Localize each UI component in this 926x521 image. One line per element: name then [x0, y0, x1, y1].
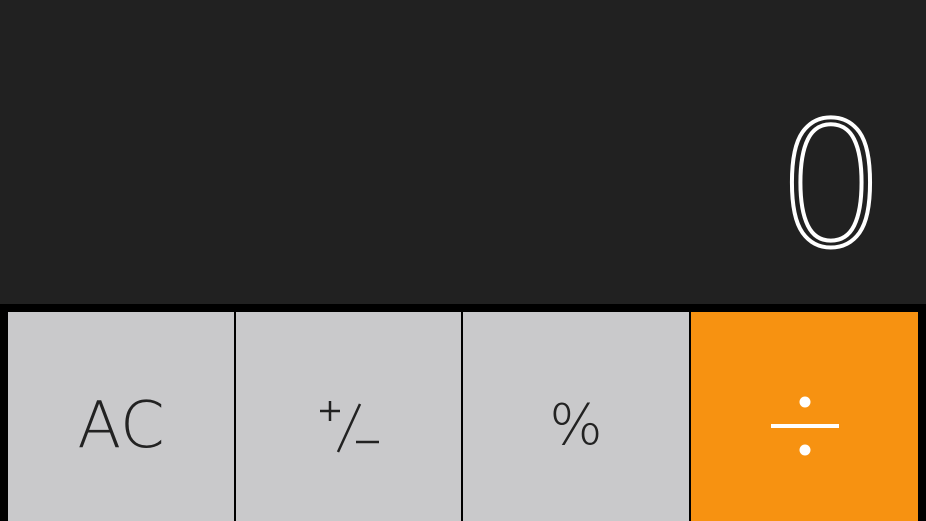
display-value: 0 [775, 85, 888, 286]
divide-button[interactable] [691, 312, 918, 521]
clear-button[interactable]: AC [8, 312, 234, 521]
percent-button[interactable]: % [463, 312, 689, 521]
calculator-display: 0 [0, 0, 926, 304]
plus-minus-icon [319, 400, 379, 453]
percent-button-label: % [549, 392, 603, 458]
divide-icon [770, 396, 839, 455]
clear-button-label: AC [77, 388, 165, 463]
keypad-row: AC % [8, 312, 918, 521]
plus-minus-button[interactable] [236, 312, 461, 521]
